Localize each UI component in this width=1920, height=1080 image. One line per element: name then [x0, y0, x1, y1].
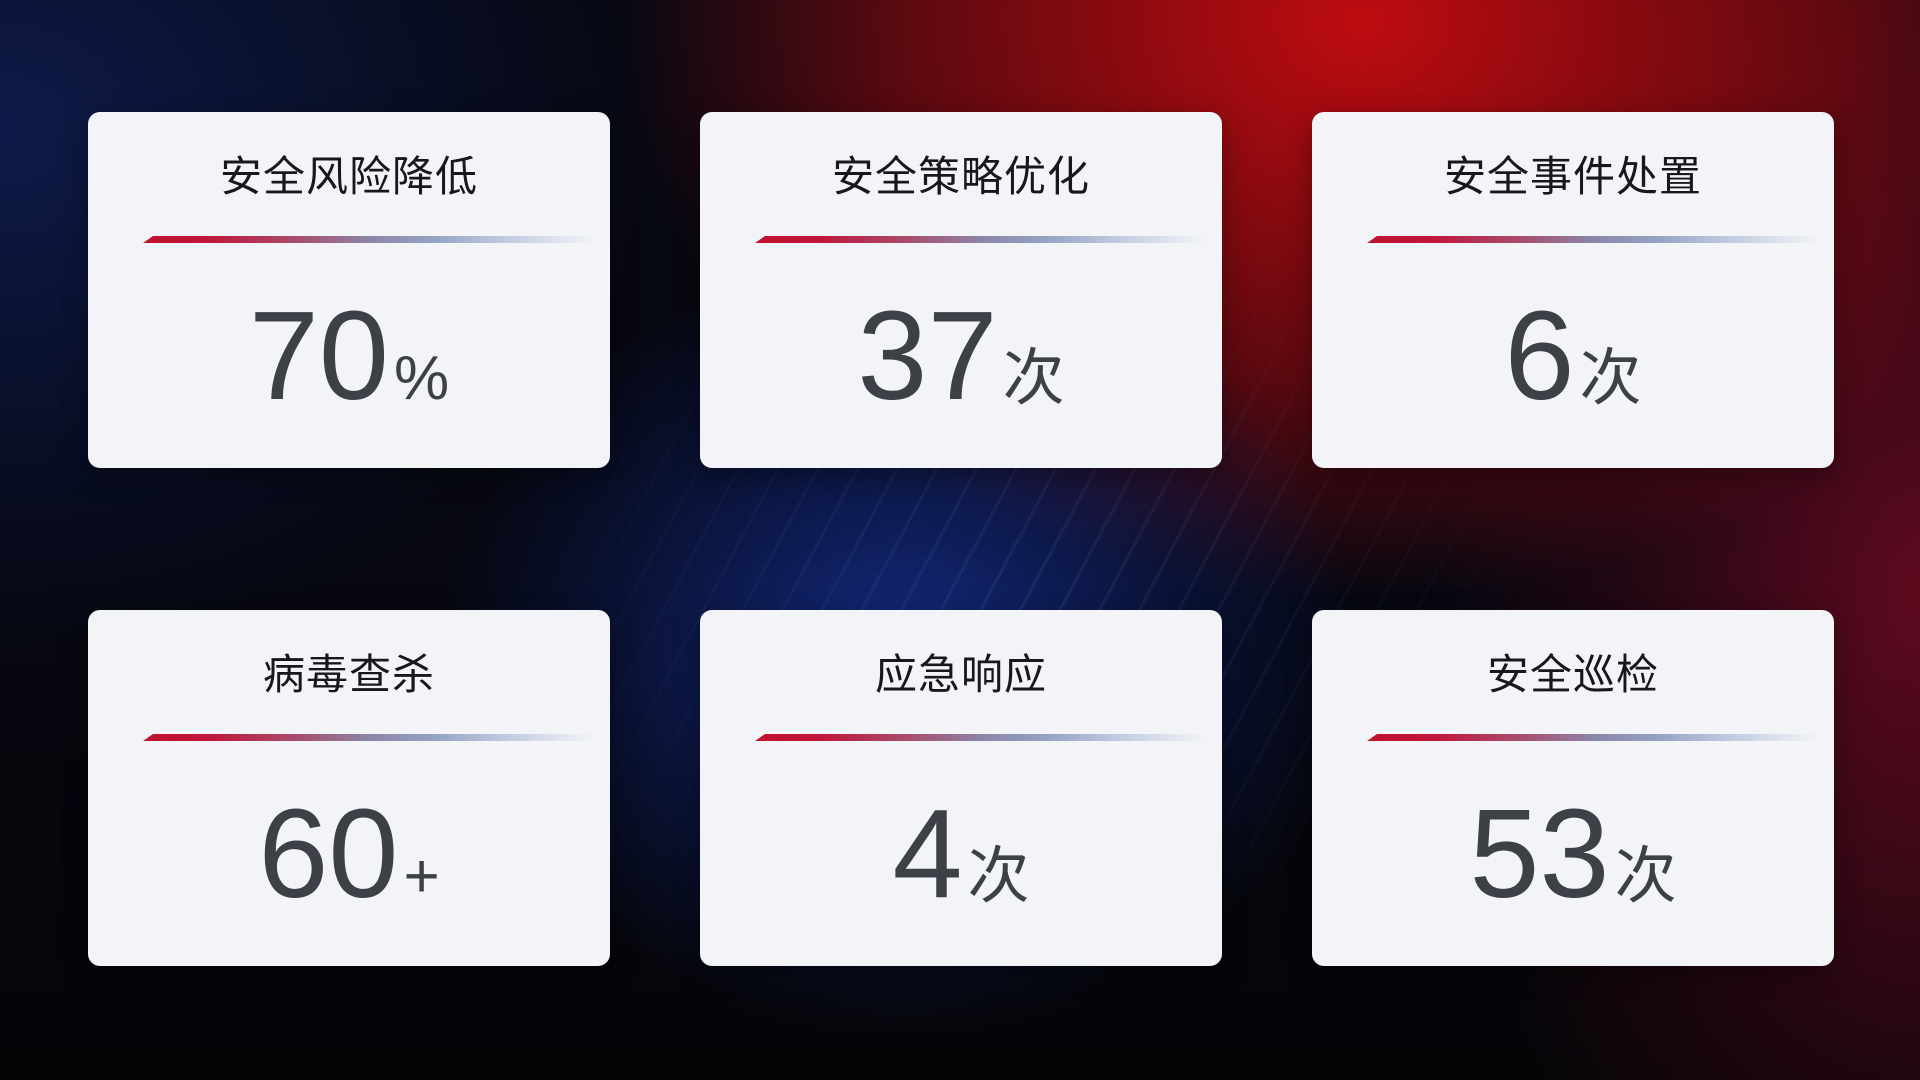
gradient-divider	[1367, 734, 1823, 741]
gradient-divider	[143, 236, 599, 243]
stat-number: 37	[857, 285, 998, 426]
gradient-divider	[143, 734, 599, 741]
stat-unit: 次	[1614, 842, 1677, 911]
stat-card-value: 37 次	[857, 293, 1064, 419]
stat-number: 60	[258, 783, 399, 924]
stat-card-title: 安全风险降低	[219, 153, 478, 200]
stat-unit: 次	[967, 842, 1030, 911]
stat-card-value: 53 次	[1469, 791, 1676, 917]
stat-number: 6	[1504, 285, 1575, 426]
stat-card-value: 60 +	[258, 791, 439, 917]
stat-card-risk-reduction: 安全风险降低 70%	[88, 112, 610, 468]
stat-unit: %	[394, 344, 450, 413]
stat-card-security-inspection: 安全巡检 53 次	[1312, 610, 1834, 966]
stat-unit: 次	[1002, 344, 1065, 413]
stat-card-title: 安全事件处置	[1443, 153, 1702, 200]
stat-number: 4	[892, 783, 963, 924]
gradient-divider	[755, 734, 1211, 741]
gradient-divider	[1367, 236, 1823, 243]
stat-unit: 次	[1579, 344, 1642, 413]
stat-card-title: 安全巡检	[1486, 651, 1659, 698]
stat-card-title: 应急响应	[874, 651, 1047, 698]
stat-number: 70	[248, 285, 389, 426]
stat-card-title: 病毒查杀	[262, 651, 435, 698]
stat-unit: +	[403, 842, 440, 911]
stat-card-policy-optimization: 安全策略优化 37 次	[700, 112, 1222, 468]
stat-number: 53	[1469, 783, 1610, 924]
gradient-divider	[755, 236, 1211, 243]
stat-card-virus-scan: 病毒查杀 60 +	[88, 610, 610, 966]
stat-card-title: 安全策略优化	[831, 153, 1090, 200]
stat-card-value: 70%	[249, 293, 449, 419]
